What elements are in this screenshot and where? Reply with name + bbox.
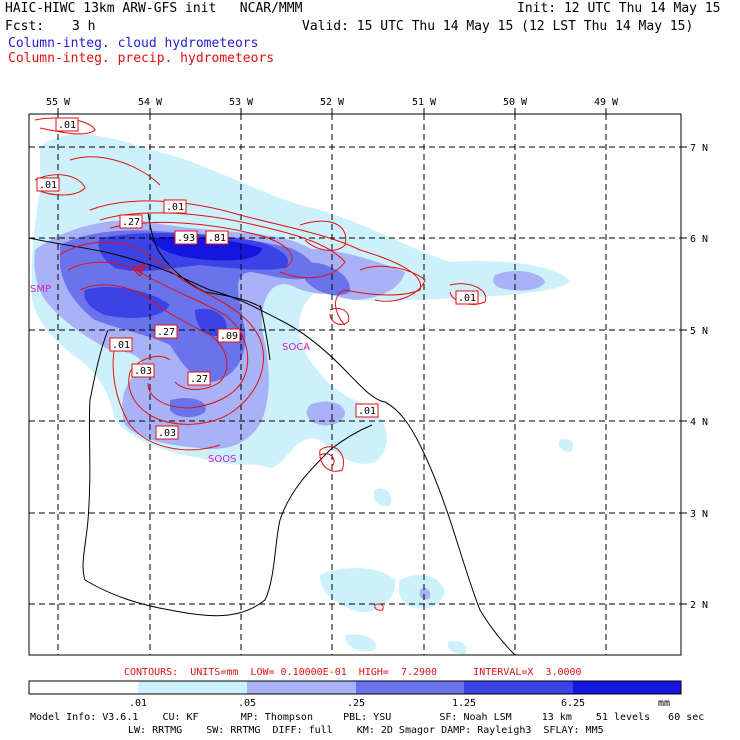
contour-label: .27: [187, 371, 211, 386]
lon-label: 49 W: [594, 97, 619, 108]
legend-cloud-hydrometeors: Column-integ. cloud hydrometeors: [8, 36, 259, 51]
contour-label: .01: [355, 403, 379, 418]
contour-label-text: .27: [157, 327, 175, 338]
contour-label: .03: [131, 363, 155, 378]
lat-label: 5 N: [690, 326, 708, 337]
axis-ticks: [57, 108, 687, 605]
contour-label: .27: [154, 324, 178, 339]
valid-time: Valid: 15 UTC Thu 14 May 15 (12 LST Thu …: [302, 19, 694, 34]
lat-label: 4 N: [690, 417, 708, 428]
contour-label: .01: [36, 177, 60, 192]
colorbar: [28, 680, 682, 695]
lon-label: 52 W: [320, 97, 345, 108]
contour-label: .27: [119, 214, 143, 229]
model-info-line-1: Model Info: V3.6.1 CU: KF MP: Thompson P…: [30, 712, 705, 723]
contour-label-text: .09: [220, 331, 238, 342]
colorbar-segment: [464, 681, 573, 694]
contour-label-text: .01: [166, 202, 184, 213]
lon-label: 50 W: [503, 97, 528, 108]
contour-label-text: .03: [134, 366, 152, 377]
station-label-soos: SOOS: [208, 454, 236, 465]
lat-label: 6 N: [690, 234, 708, 245]
colorbar-tick: .25: [347, 698, 365, 709]
contour-label: .01: [455, 290, 479, 305]
forecast-hour: 3 h: [72, 19, 96, 34]
contour-label: .93: [174, 230, 198, 245]
contour-value-labels: .01 .01 .01 .27 .93 .81 .27 .01 .09 .03 …: [36, 117, 479, 440]
lon-label: 55 W: [46, 97, 71, 108]
contour-info: CONTOURS: UNITS=mm LOW= 0.10000E-01 HIGH…: [124, 667, 582, 678]
init-time: Init: 12 UTC Thu 14 May 15: [517, 1, 721, 16]
lon-label: 53 W: [229, 97, 254, 108]
contour-label: .01: [109, 337, 133, 352]
lat-label: 3 N: [690, 509, 708, 520]
contour-label-text: .01: [58, 120, 76, 131]
colorbar-segment: [573, 681, 681, 694]
colorbar-segment: [247, 681, 356, 694]
colorbar-unit: mm: [658, 698, 670, 709]
colorbar-tick: .05: [238, 698, 256, 709]
contour-label-text: .27: [122, 217, 140, 228]
colorbar-tick: .01: [129, 698, 147, 709]
contour-label: .01: [163, 199, 187, 214]
colorbar-segment: [29, 681, 138, 694]
colorbar-tick: 1.25: [452, 698, 476, 709]
contour-label: .81: [205, 230, 229, 245]
colorbar-segment: [138, 681, 247, 694]
contour-label-text: .93: [177, 233, 195, 244]
contour-label-text: .01: [39, 180, 57, 191]
lon-label: 51 W: [412, 97, 437, 108]
contour-label-text: .01: [112, 340, 130, 351]
colorbar-segment: [356, 681, 464, 694]
precip-contours: [34, 117, 487, 611]
lon-label: 54 W: [138, 97, 163, 108]
contour-label-text: .01: [458, 293, 476, 304]
contour-label: .09: [217, 328, 241, 343]
contour-label: .03: [155, 425, 179, 440]
map-frame: [28, 113, 682, 656]
model-info-line-2: LW: RRTMG SW: RRTMG DIFF: full KM: 2D Sm…: [128, 725, 604, 736]
contour-label-text: .01: [358, 406, 376, 417]
station-label-soca: SOCA: [282, 342, 310, 353]
contour-label-text: .27: [190, 374, 208, 385]
plot-title: HAIC-HIWC 13km ARW-GFS init NCAR/MMM: [5, 1, 303, 16]
coastline: [29, 212, 516, 655]
lat-lon-grid: [29, 114, 681, 655]
station-label-smp: SMP: [30, 284, 51, 295]
forecast-label: Fcst:: [5, 19, 45, 34]
contour-label-text: .81: [208, 233, 226, 244]
lat-label: 2 N: [690, 600, 708, 611]
legend-precip-hydrometeors: Column-integ. precip. hydrometeors: [8, 51, 275, 66]
shade-level-1: [31, 134, 574, 655]
lat-label: 7 N: [690, 143, 708, 154]
colorbar-tick: 6.25: [561, 698, 585, 709]
contour-label: .01: [55, 117, 79, 132]
contour-label-text: .03: [158, 428, 176, 439]
